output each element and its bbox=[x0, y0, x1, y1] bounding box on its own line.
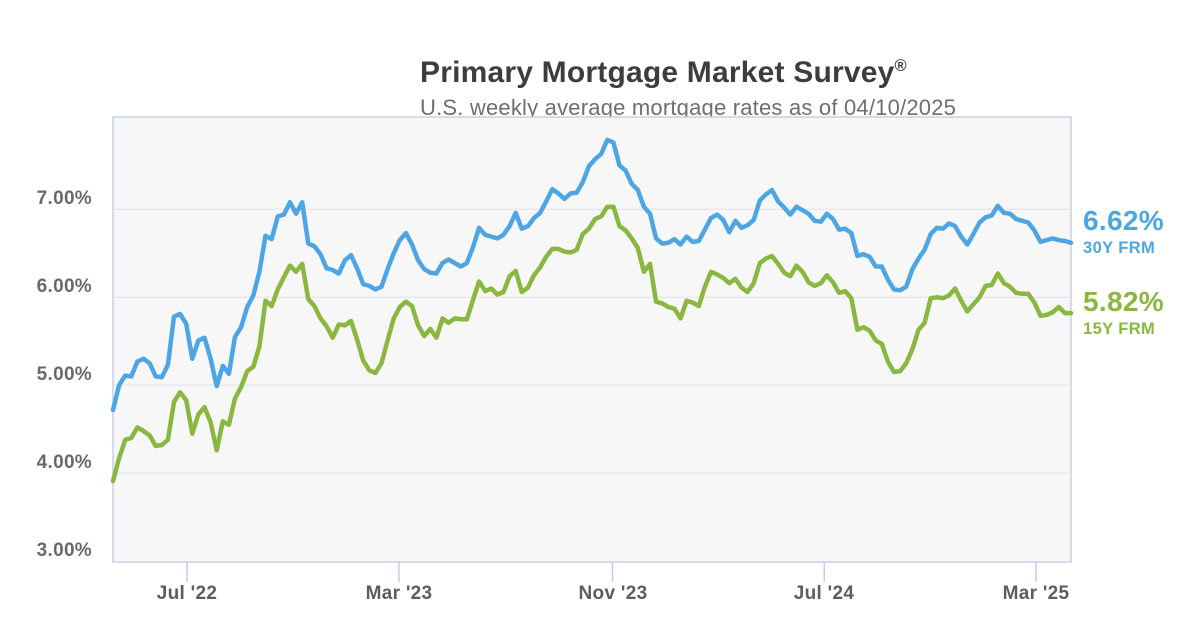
x-axis-label-1: Mar '23 bbox=[365, 583, 433, 604]
x-axis-label-2: Nov '23 bbox=[578, 583, 648, 604]
series-name-15y: 15Y FRM bbox=[1083, 320, 1156, 338]
y-axis-label-3pct: 3.00% bbox=[36, 540, 92, 561]
registered-trademark-symbol: ® bbox=[894, 57, 907, 76]
plot-area bbox=[113, 117, 1071, 562]
page-title-text: Primary Mortgage Market Survey bbox=[420, 56, 895, 90]
x-axis-label-3: Jul '24 bbox=[793, 583, 855, 604]
series-label-30y-frm: 6.62% 30Y FRM bbox=[1083, 205, 1164, 258]
page-subtitle: U.S. weekly average mortgage rates as of… bbox=[420, 95, 957, 120]
line-30y-frm bbox=[110, 137, 1074, 413]
y-axis-label-6pct: 6.00% bbox=[36, 276, 92, 297]
current-rate-30y: 6.62% bbox=[1083, 205, 1164, 236]
series-label-15y-frm: 5.82% 15Y FRM bbox=[1083, 286, 1164, 339]
y-axis-label-4pct: 4.00% bbox=[36, 452, 92, 473]
current-rate-15y: 5.82% bbox=[1083, 286, 1164, 317]
y-axis-label-7pct: 7.00% bbox=[36, 188, 92, 209]
x-axis-label-4: Mar '25 bbox=[1002, 583, 1070, 604]
y-axis-label-5pct: 5.00% bbox=[36, 364, 92, 385]
plot-border bbox=[112, 116, 1072, 563]
x-axis-label-0: Jul '22 bbox=[156, 583, 218, 604]
page-title: Primary Mortgage Market Survey® bbox=[420, 49, 907, 90]
line-15y-frm bbox=[110, 204, 1074, 484]
series-name-30y: 30Y FRM bbox=[1083, 239, 1156, 257]
